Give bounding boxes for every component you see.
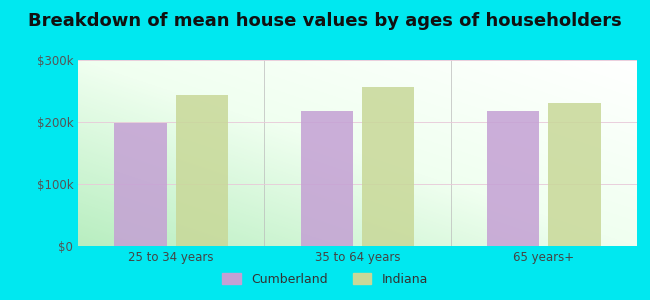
Bar: [362, 87, 414, 246]
Bar: [301, 111, 353, 246]
Text: Breakdown of mean house values by ages of householders: Breakdown of mean house values by ages o…: [28, 12, 622, 30]
Bar: [487, 111, 539, 246]
Bar: [176, 95, 228, 246]
Legend: Cumberland, Indiana: Cumberland, Indiana: [217, 268, 433, 291]
Bar: [549, 103, 601, 246]
Bar: [114, 123, 166, 246]
